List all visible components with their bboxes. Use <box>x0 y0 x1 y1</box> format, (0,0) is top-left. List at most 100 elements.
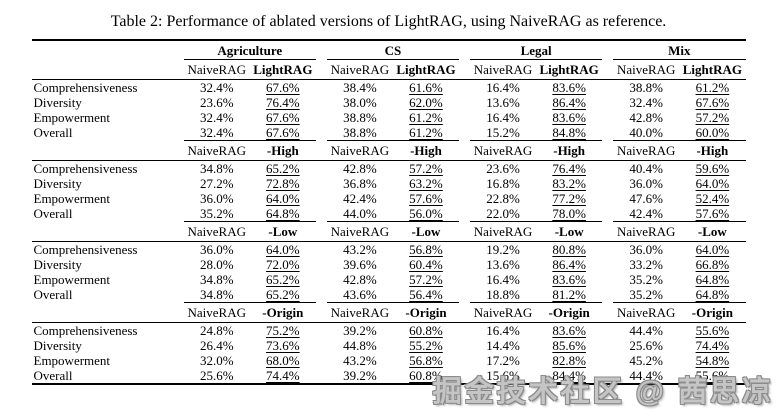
group-spacer <box>459 95 470 110</box>
cell-naiverag-value: 38.4% <box>343 80 377 95</box>
cell-naiverag-value: 42.4% <box>629 206 663 221</box>
group-spacer <box>602 287 613 303</box>
cell-naiverag-value: 33.2% <box>629 257 663 272</box>
group-spacer <box>602 368 613 384</box>
cell-variant-value: 81.2% <box>536 287 602 303</box>
cell-variant-value: 60.8% <box>393 323 459 338</box>
col-header-naiverag: NaiveRAG <box>183 221 250 242</box>
cell-naiverag-value: 35.2% <box>629 272 663 287</box>
cell-variant-value: 57.6% <box>679 206 745 222</box>
cell-variant-value: 85.6% <box>536 338 602 353</box>
col-header-naiverag: NaiveRAG <box>326 221 393 242</box>
cell-variant-value: 61.2% <box>679 80 745 95</box>
winner-underlined-value: 83.6% <box>552 80 586 95</box>
row-label: Comprehensiveness <box>33 80 138 95</box>
winner-underlined-value: 67.6% <box>266 110 300 125</box>
group-spacer <box>316 323 327 339</box>
winner-underlined-value: 60.4% <box>409 257 443 272</box>
col-header-variant: -High <box>536 140 603 161</box>
group-spacer <box>459 221 471 242</box>
cell-variant-value: 60.8% <box>393 368 459 384</box>
cell-variant-value: 83.6% <box>536 110 602 125</box>
group-spacer <box>602 302 614 323</box>
cell-naiverag-value: 42.8% <box>629 110 663 125</box>
group-spacer <box>602 40 613 60</box>
col-header-variant: -Low <box>392 221 460 242</box>
winner-underlined-value: 74.4% <box>266 368 300 383</box>
winner-underlined-value: 86.4% <box>552 95 586 110</box>
cell-variant-value: 65.2% <box>250 161 316 176</box>
cell-naiverag-value: 27.2% <box>199 176 234 191</box>
cell-naiverag-value: 34.8% <box>199 272 234 287</box>
cell-variant-value: 57.2% <box>393 272 459 287</box>
cell-naiverag-value: 35.2% <box>199 206 234 221</box>
table-row: Overall 25.6% 74.4% 39.2% 60.8% 15.6% 84.4% 44.… <box>32 368 746 384</box>
table-caption: Table 2: Performance of ablated versions… <box>110 13 667 30</box>
winner-underlined-value: 61.2% <box>409 125 443 140</box>
cell-naiverag-value: 43.2% <box>343 242 377 257</box>
table-row: Overall 32.4% 67.6% 38.8% 61.2% 15.2% 84.8% 40.… <box>32 125 746 141</box>
group-spacer <box>316 95 327 110</box>
col-header-naiverag: NaiveRAG <box>183 302 250 323</box>
row-label: Overall <box>33 125 73 141</box>
cell-naiverag-value: 36.0% <box>629 176 663 191</box>
cell-variant-value: 83.6% <box>536 272 602 287</box>
cell-naiverag-value: 36.0% <box>199 242 234 257</box>
col-header-variant: -Low <box>536 221 603 242</box>
column-group-agriculture: Agriculture <box>183 40 316 60</box>
winner-underlined-value: 54.8% <box>695 353 730 368</box>
group-spacer <box>459 338 470 353</box>
variant-header-row: NaiveRAG LightRAG NaiveRAG LightRAG NaiveRAG… <box>31 59 746 80</box>
winner-underlined-value: 85.6% <box>552 338 586 353</box>
winner-underlined-value: 64.0% <box>266 191 300 206</box>
group-spacer <box>315 221 327 242</box>
group-spacer <box>602 323 613 339</box>
group-spacer <box>316 161 327 177</box>
cell-variant-value: 66.8% <box>679 257 745 272</box>
group-spacer <box>602 80 613 96</box>
cell-naiverag-value: 36.0% <box>629 242 663 257</box>
col-header-naiverag: NaiveRAG <box>183 59 250 80</box>
col-header-naiverag: NaiveRAG <box>470 59 537 80</box>
col-header-naiverag: NaiveRAG <box>613 59 680 80</box>
cell-variant-value: 64.8% <box>679 287 745 303</box>
winner-underlined-value: 86.4% <box>552 257 586 272</box>
winner-underlined-value: 56.4% <box>409 287 443 302</box>
winner-underlined-value: 65.2% <box>266 287 300 302</box>
cell-naiverag-value: 43.6% <box>343 287 377 302</box>
row-label: Comprehensiveness <box>33 242 138 257</box>
table-row: Empowerment 34.8% 65.2% 42.8% 57.2% 16.4% 83.6… <box>32 272 746 287</box>
cell-naiverag-value: 40.4% <box>629 161 663 176</box>
winner-underlined-value: 63.2% <box>409 176 443 191</box>
col-header-naiverag: NaiveRAG <box>470 140 537 161</box>
cell-variant-value: 61.2% <box>393 110 459 125</box>
cell-naiverag-value: 25.6% <box>199 368 234 383</box>
table-row: Diversity 23.6% 76.4% 38.0% 62.0% 13.6% 86.4% 3… <box>32 95 746 110</box>
group-spacer <box>316 353 327 368</box>
col-header-naiverag: NaiveRAG <box>326 302 393 323</box>
group-spacer <box>602 125 613 141</box>
cell-variant-value: 56.8% <box>393 242 459 257</box>
group-spacer <box>316 338 327 353</box>
winner-underlined-value: 83.2% <box>552 176 586 191</box>
variant-header-row: NaiveRAG -Origin NaiveRAG -Origin NaiveRAG -O… <box>31 302 746 323</box>
cell-naiverag-value: 32.4% <box>199 110 234 125</box>
header-label-cell <box>31 59 184 80</box>
cell-naiverag-value: 25.6% <box>629 338 663 353</box>
winner-underlined-value: 77.2% <box>552 191 586 206</box>
cell-naiverag-value: 42.8% <box>343 161 377 176</box>
group-spacer <box>459 302 471 323</box>
cell-variant-value: 80.8% <box>536 242 602 257</box>
cell-variant-value: 74.4% <box>679 338 745 353</box>
winner-underlined-value: 73.6% <box>266 338 300 353</box>
winner-underlined-value: 76.4% <box>266 95 300 110</box>
winner-underlined-value: 52.4% <box>695 191 730 206</box>
winner-underlined-value: 83.6% <box>552 272 586 287</box>
cell-variant-value: 61.2% <box>393 125 459 141</box>
cell-naiverag-value: 44.8% <box>343 338 377 353</box>
winner-underlined-value: 72.0% <box>266 257 300 272</box>
table-row: Overall 34.8% 65.2% 43.6% 56.4% 18.8% 81.2% 35.… <box>32 287 746 303</box>
cell-naiverag-value: 26.4% <box>199 338 234 353</box>
cell-variant-value: 56.8% <box>393 353 459 368</box>
cell-naiverag-value: 22.0% <box>486 206 520 221</box>
